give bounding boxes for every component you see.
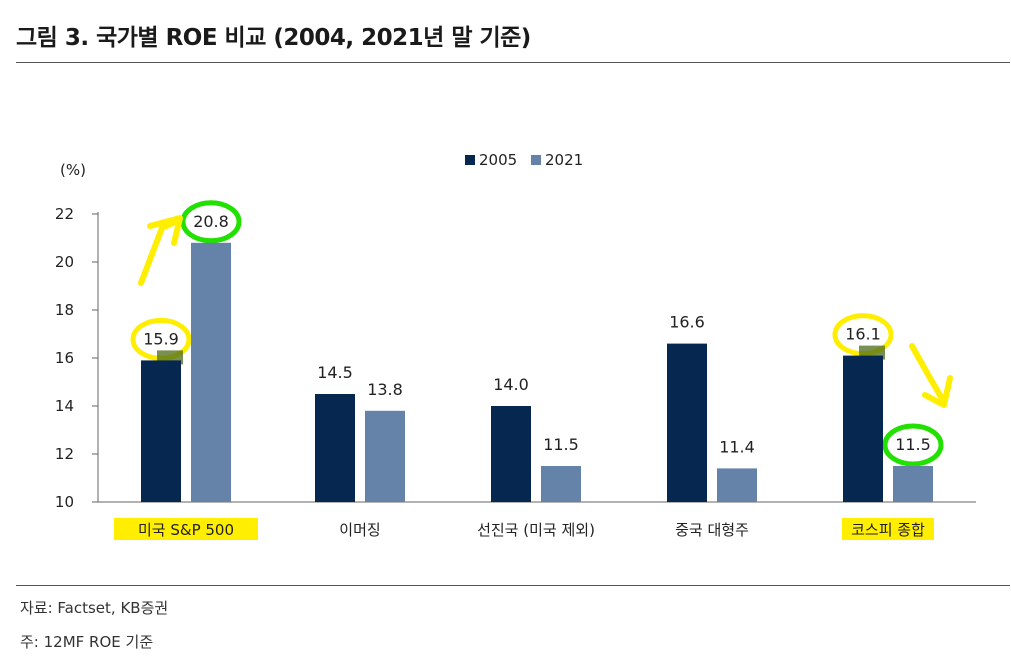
- legend-label-2021: 2021: [545, 151, 583, 169]
- x-category-label: 이머징: [339, 521, 380, 539]
- arrow-up-head: [147, 215, 183, 246]
- chart-axes: (%) 10 12 14 16 18 20 22 미국 S&P 500 이머징 선진국 (미국 제외…: [55, 161, 976, 539]
- x-category-label: 중국 대형주: [675, 521, 749, 539]
- y-tick-label: 18: [55, 301, 74, 319]
- bar-2005: [491, 406, 531, 502]
- category-highlight: [114, 518, 258, 540]
- footnote: 주: 12MF ROE 기준: [20, 633, 154, 651]
- value-label-2005: 15.9: [143, 329, 179, 348]
- page-title: 그림 3. 국가별 ROE 비교 (2004, 2021년 말 기준): [16, 25, 531, 51]
- source-note: 자료: Factset, KB증권: [20, 599, 169, 617]
- bar-2005: [141, 360, 181, 502]
- chart-legend: 2005 2021: [465, 151, 583, 169]
- value-circle: [882, 423, 944, 467]
- bar-2021: [893, 466, 933, 502]
- x-category-label: 코스피 종합: [851, 521, 925, 539]
- value-label-2021: 13.8: [367, 380, 403, 399]
- value-label-2021: 20.8: [193, 212, 229, 231]
- bar-series: [141, 242, 933, 503]
- y-axis-unit: (%): [60, 161, 86, 179]
- bar-2021: [541, 466, 581, 502]
- arrow-down-shaft: [909, 343, 947, 405]
- y-tick-label: 12: [55, 445, 74, 463]
- y-tick-label: 20: [55, 253, 74, 271]
- value-label-2021: 11.5: [895, 435, 931, 454]
- y-tick-label: 22: [55, 205, 74, 223]
- legend-label-2005: 2005: [479, 151, 517, 169]
- value-label-2005: 14.0: [493, 375, 529, 394]
- bar-2005: [843, 355, 883, 502]
- footer-divider: [16, 585, 1010, 586]
- value-circle: [180, 200, 242, 244]
- y-tick-label: 10: [55, 493, 74, 511]
- x-category-label: 미국 S&P 500: [138, 521, 234, 539]
- value-labels: 15.9 14.5 14.0 16.6 16.1 20.8 13.8 11.5 11.4 11.5: [143, 212, 931, 457]
- value-label-2021: 11.4: [719, 437, 755, 456]
- y-tick-label: 16: [55, 349, 74, 367]
- value-label-2005: 14.5: [317, 363, 353, 382]
- arrow-down-head: [922, 375, 953, 408]
- bar-2021: [191, 242, 231, 503]
- roe-bar-chart: (%) 10 12 14 16 18 20 22 미국 S&P 500 이머징 선진국 (미국 제외…: [55, 151, 976, 540]
- bar-2005: [315, 394, 355, 502]
- bar-2021: [717, 468, 757, 502]
- bar-2005: [667, 343, 707, 502]
- value-label-2005: 16.6: [669, 313, 705, 332]
- value-label-2021: 11.5: [543, 435, 579, 454]
- title-divider: [16, 62, 1010, 63]
- annotation-layer-over: [138, 215, 953, 408]
- legend-swatch-2005: [465, 155, 475, 165]
- x-category-label: 선진국 (미국 제외): [477, 521, 595, 539]
- y-tick-label: 14: [55, 397, 74, 415]
- arrow-up-shaft: [138, 219, 178, 286]
- category-highlight: [842, 518, 934, 540]
- bar-2021: [365, 410, 405, 502]
- legend-swatch-2021: [531, 155, 541, 165]
- value-label-2005: 16.1: [845, 325, 881, 344]
